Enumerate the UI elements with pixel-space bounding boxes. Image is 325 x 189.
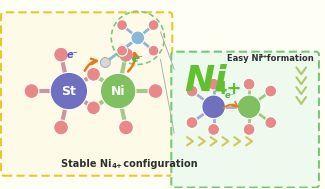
Circle shape bbox=[131, 31, 145, 45]
Circle shape bbox=[117, 20, 127, 30]
Text: Stable Ni: Stable Ni bbox=[61, 159, 112, 169]
Text: 4+: 4+ bbox=[214, 80, 242, 98]
Text: e⁻: e⁻ bbox=[225, 91, 234, 100]
Text: Ni: Ni bbox=[111, 84, 125, 98]
Circle shape bbox=[243, 78, 255, 90]
Text: Ni: Ni bbox=[184, 64, 227, 98]
Circle shape bbox=[148, 20, 159, 30]
Circle shape bbox=[265, 117, 277, 129]
Circle shape bbox=[265, 85, 277, 97]
Text: e⁻: e⁻ bbox=[67, 50, 79, 60]
Circle shape bbox=[87, 101, 100, 115]
Circle shape bbox=[186, 85, 198, 97]
Text: 4+: 4+ bbox=[112, 163, 123, 169]
Text: Easy Ni: Easy Ni bbox=[227, 54, 261, 63]
Circle shape bbox=[119, 120, 133, 135]
Circle shape bbox=[202, 95, 226, 119]
Circle shape bbox=[54, 47, 69, 62]
Circle shape bbox=[24, 84, 39, 98]
FancyBboxPatch shape bbox=[1, 12, 172, 176]
Circle shape bbox=[50, 72, 88, 110]
Circle shape bbox=[186, 117, 198, 129]
Circle shape bbox=[54, 120, 69, 135]
Text: formation: formation bbox=[264, 54, 314, 63]
Text: 4+: 4+ bbox=[259, 54, 268, 59]
Circle shape bbox=[148, 45, 159, 56]
Circle shape bbox=[87, 67, 100, 81]
Circle shape bbox=[148, 84, 163, 98]
Circle shape bbox=[243, 124, 255, 135]
Circle shape bbox=[208, 78, 219, 90]
Circle shape bbox=[100, 73, 136, 109]
Circle shape bbox=[237, 95, 261, 119]
Circle shape bbox=[100, 58, 110, 67]
FancyBboxPatch shape bbox=[171, 52, 319, 187]
Text: St: St bbox=[61, 84, 76, 98]
Text: e⁻: e⁻ bbox=[132, 53, 144, 64]
Circle shape bbox=[117, 45, 127, 56]
Circle shape bbox=[208, 124, 219, 135]
Text: configuration: configuration bbox=[120, 159, 198, 169]
Circle shape bbox=[119, 47, 133, 62]
